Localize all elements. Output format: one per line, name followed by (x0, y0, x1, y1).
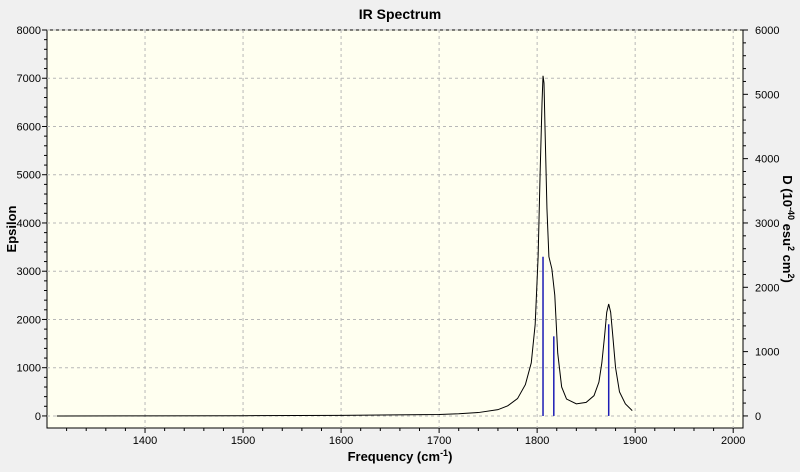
y2-tick-label: 5000 (755, 89, 779, 101)
grid-lines (47, 29, 743, 428)
y-tick-label: 0 (35, 411, 41, 423)
y-tick-label: 1000 (17, 363, 41, 375)
x-tick-label: 2000 (721, 435, 745, 447)
y-tick-label: 8000 (17, 25, 41, 37)
y-tick-label: 2000 (17, 314, 41, 326)
y-tick-label: 3000 (17, 266, 41, 278)
y-tick-label: 4000 (17, 218, 41, 230)
y2-tick-label: 4000 (755, 154, 779, 166)
y-tick-label: 7000 (17, 73, 41, 85)
x-tick-label: 1900 (623, 435, 647, 447)
x-tick-label: 1600 (329, 435, 353, 447)
stick-spectrum (542, 256, 610, 416)
y-tick-label: 5000 (17, 170, 41, 182)
plot-area (46, 29, 744, 429)
axes: 1400 1500 1600 1700 1800 1900 2000 0 1000 2000 300… (17, 25, 780, 447)
x-tick-label: 1400 (133, 435, 157, 447)
y2-tick-label: 0 (755, 411, 761, 423)
y2-tick-label: 1000 (755, 347, 779, 359)
y2-axis-label: D (10-40 esu2 cm2) (780, 175, 796, 283)
x-axis-label: Frequency (cm-1) (348, 448, 453, 464)
y2-tick-label: 2000 (755, 282, 779, 294)
y2-tick-label: 6000 (755, 25, 779, 37)
x-tick-label: 1500 (231, 435, 255, 447)
y2-tick-label: 3000 (755, 218, 779, 230)
chart-title: IR Spectrum (359, 6, 441, 22)
y-tick-label: 6000 (17, 121, 41, 133)
y-axis-label: Epsilon (4, 205, 19, 252)
spectrum-line (56, 75, 633, 417)
x-tick-label: 1800 (525, 435, 549, 447)
x-tick-label: 1700 (427, 435, 451, 447)
